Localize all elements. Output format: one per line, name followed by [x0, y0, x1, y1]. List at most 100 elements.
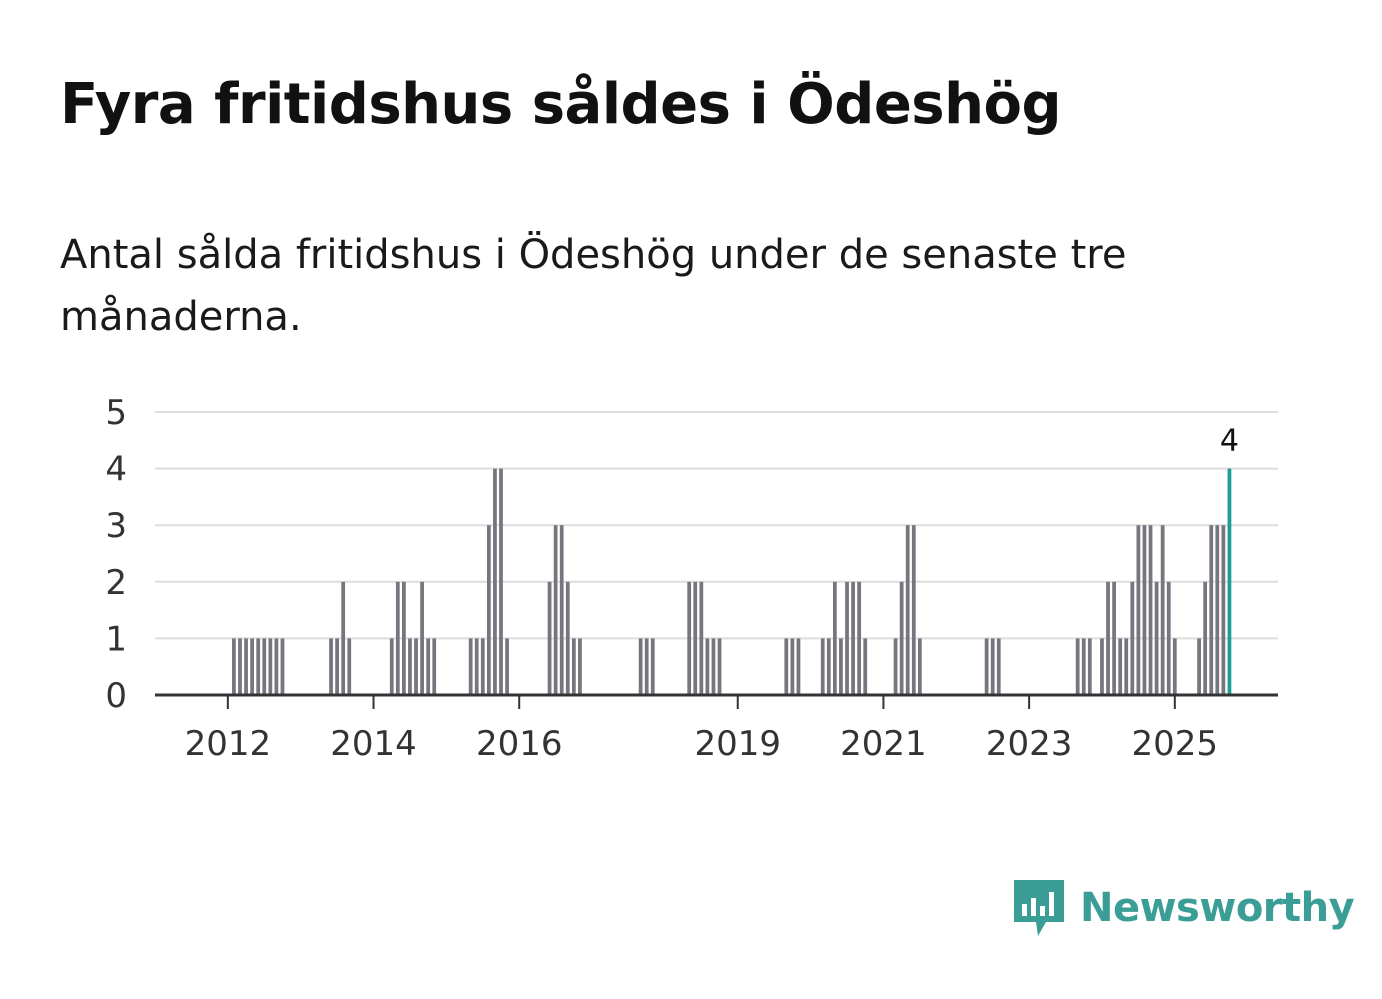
bar-2024-03: [1112, 581, 1116, 695]
bar-2024-10: [1154, 581, 1159, 695]
bar-2012-09: [274, 638, 279, 695]
bar-2024-12: [1166, 581, 1171, 695]
y-tick-label-4: 4: [105, 450, 127, 490]
x-tick-label-2016: 2016: [476, 724, 563, 764]
bar-2024-04: [1118, 638, 1123, 695]
bar-2025-05: [1197, 638, 1201, 695]
bar-2024-06: [1130, 581, 1135, 695]
annotations: 4: [1220, 424, 1239, 459]
highlight-value-label: 4: [1220, 424, 1239, 459]
bar-2020-09: [857, 581, 862, 695]
bar-2017-10: [644, 638, 649, 695]
bar-2015-09: [493, 468, 497, 695]
bar-2017-09: [638, 638, 643, 695]
y-tick-label-0: 0: [105, 676, 127, 716]
bar-2012-10: [280, 638, 285, 695]
bar-2021-05: [905, 525, 910, 695]
x-axis: 2012 2014 2016 2019 2021 2023 2025: [155, 693, 1278, 764]
bar-2020-08: [851, 581, 855, 695]
bar-2024-05: [1124, 638, 1129, 695]
bar-2014-08: [414, 638, 418, 695]
bar-2024-07: [1136, 525, 1141, 695]
bar-2015-07: [480, 638, 485, 695]
bar-2020-04: [826, 638, 831, 695]
bar-2024-02: [1106, 581, 1110, 695]
bar-2025-08: [1215, 525, 1220, 695]
bar-2020-05: [832, 581, 837, 695]
bar-2018-06: [693, 581, 698, 695]
x-tick-label-2023: 2023: [986, 724, 1073, 764]
bars: [232, 468, 1232, 695]
bar-2023-10: [1081, 638, 1086, 695]
bar-2014-06: [401, 581, 406, 695]
bar-2020-06: [839, 638, 843, 695]
bar-2016-07: [553, 525, 558, 695]
bar-2012-03: [238, 638, 242, 695]
bar-2021-07: [917, 638, 922, 695]
bar-2012-06: [256, 638, 261, 695]
bar-2014-10: [426, 638, 431, 695]
bar-2016-08: [559, 525, 564, 695]
chart-subtitle: Antal sålda fritidshus i Ödeshög under d…: [60, 232, 1127, 340]
bar-2019-11: [796, 638, 801, 695]
y-tick-label-5: 5: [105, 393, 127, 433]
bar-2022-08: [996, 638, 1001, 695]
bar-2015-06: [474, 638, 479, 695]
bar-2019-09: [784, 638, 789, 695]
bar-2024-01: [1100, 638, 1104, 695]
bar-2013-09: [347, 638, 352, 695]
x-tick-label-2019: 2019: [694, 724, 781, 764]
x-tick-label-2021: 2021: [840, 724, 927, 764]
y-tick-label-3: 3: [105, 506, 127, 546]
x-tick-label-2012: 2012: [185, 724, 272, 764]
chart-title: Fyra fritidshus såldes i Ödeshög: [60, 72, 1062, 137]
bar-2020-07: [845, 581, 849, 695]
bar-2025-01: [1172, 638, 1177, 695]
bar-2018-07: [699, 581, 704, 695]
bar-2014-11: [432, 638, 437, 695]
bar-2021-03: [893, 638, 898, 695]
bar-2013-08: [341, 581, 346, 695]
brand-name: Newsworthy: [1080, 885, 1355, 931]
bar-2012-05: [250, 638, 255, 695]
bar-2015-05: [468, 638, 473, 695]
bar-2012-08: [268, 638, 273, 695]
bar-2024-09: [1148, 525, 1153, 695]
bar-2016-09: [565, 581, 570, 695]
bar-2015-08: [486, 525, 491, 695]
bar-2021-04: [899, 581, 904, 695]
bar-2025-10: [1227, 468, 1232, 695]
bar-2024-11: [1160, 525, 1165, 695]
bar-2012-04: [244, 638, 248, 695]
bar-2015-11: [505, 638, 509, 695]
bar-2013-07: [335, 638, 339, 695]
bar-2024-08: [1142, 525, 1147, 695]
bar-2016-11: [578, 638, 582, 695]
bar-2025-07: [1209, 525, 1214, 695]
bar-2015-10: [499, 468, 503, 695]
bar-2012-02: [232, 638, 236, 695]
y-tick-label-2: 2: [105, 563, 127, 603]
bar-2014-07: [408, 638, 412, 695]
bar-2016-10: [571, 638, 576, 695]
bar-2019-10: [790, 638, 795, 695]
bar-2018-09: [711, 638, 716, 695]
newsworthy-logo[interactable]: Newsworthy: [1010, 876, 1355, 940]
bar-2014-04: [389, 638, 394, 695]
bar-2025-09: [1221, 525, 1226, 695]
y-axis-labels: 0 1 2 3 4 5: [105, 393, 127, 716]
y-tick-label-1: 1: [105, 619, 127, 659]
bar-2014-09: [420, 581, 424, 695]
bar-2016-06: [547, 581, 552, 695]
bar-2020-03: [820, 638, 825, 695]
bar-2020-10: [863, 638, 868, 695]
bar-2017-11: [650, 638, 655, 695]
bar-2021-06: [911, 525, 916, 695]
bar-2018-08: [705, 638, 710, 695]
bar-2012-07: [262, 638, 267, 695]
x-tick-label-2025: 2025: [1132, 724, 1219, 764]
bar-2022-06: [984, 638, 989, 695]
bar-2018-05: [687, 581, 692, 695]
bar-2022-07: [990, 638, 995, 695]
newsworthy-logo-icon: [1014, 880, 1064, 936]
